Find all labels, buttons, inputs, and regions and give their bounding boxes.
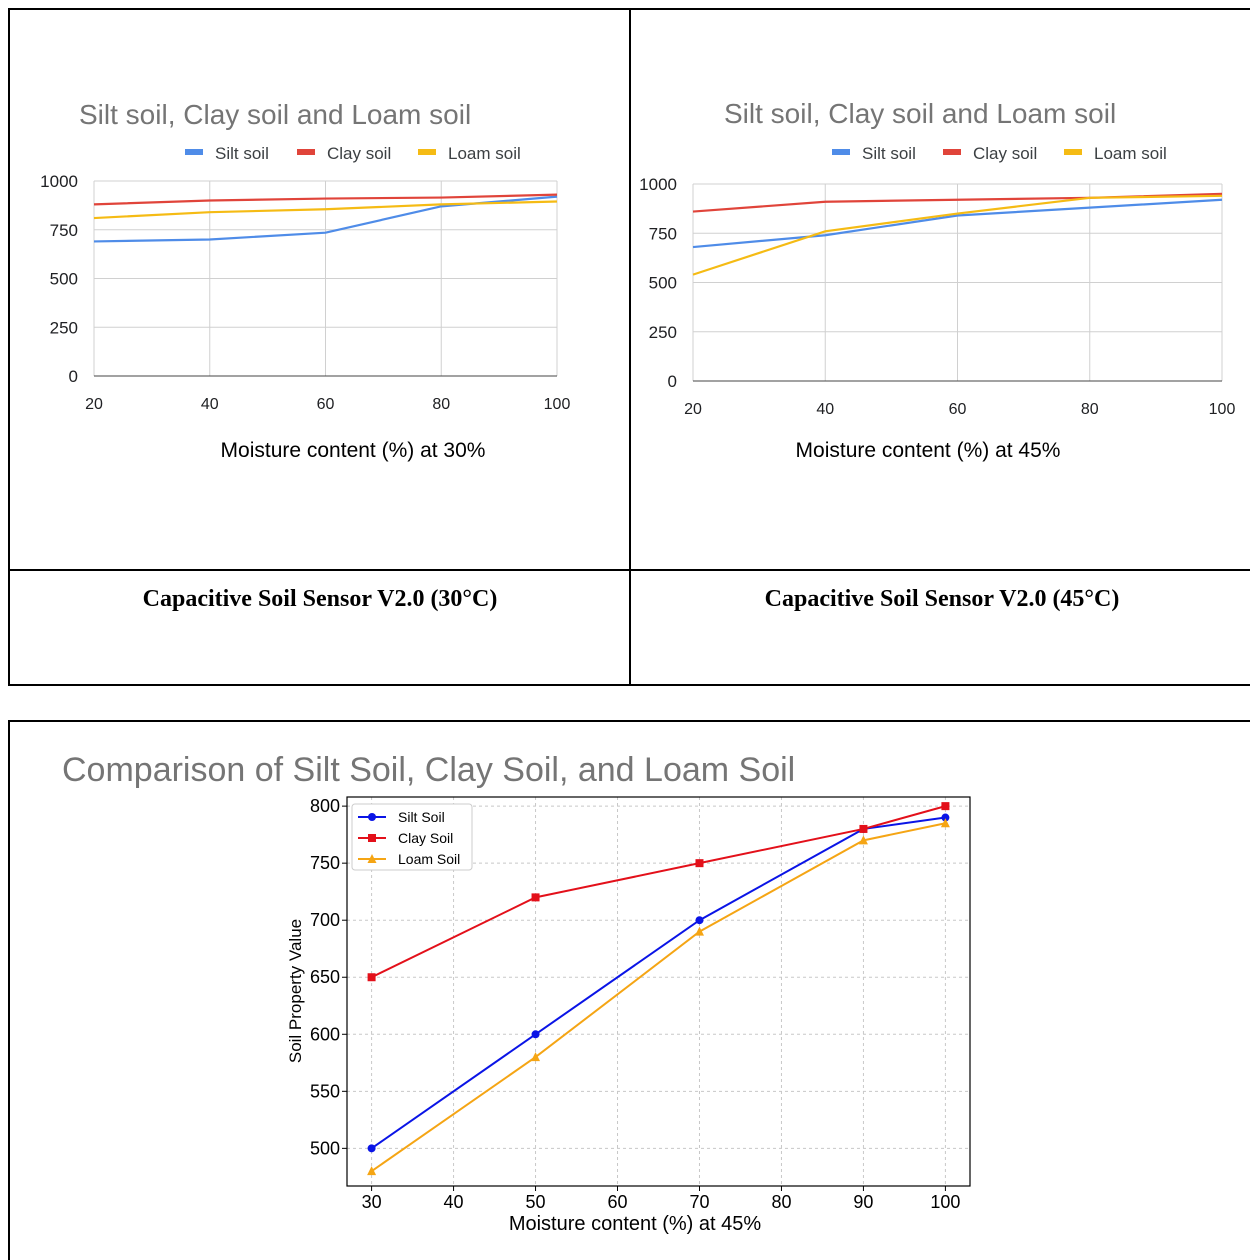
x-tick-label: 40	[816, 401, 834, 418]
legend-label: Silt Soil	[398, 809, 445, 825]
legend-marker	[368, 834, 376, 842]
x-tick-label: 100	[930, 1192, 960, 1212]
data-point	[367, 973, 376, 982]
x-tick-label: 80	[1081, 401, 1099, 418]
data-point	[941, 802, 950, 811]
x-tick-label: 60	[317, 396, 335, 413]
legend-swatch	[185, 149, 203, 155]
data-point	[858, 835, 868, 845]
legend-label: Clay soil	[327, 144, 391, 163]
y-tick-label: 1000	[639, 175, 677, 194]
data-point	[695, 916, 704, 925]
x-tick-label: 40	[201, 396, 219, 413]
x-axis-label: Moisture content (%) at 45%	[796, 439, 1061, 462]
x-tick-label: 50	[526, 1192, 546, 1212]
y-axis-label: Soil Property Value	[286, 919, 305, 1063]
x-tick-label: 20	[85, 396, 103, 413]
x-axis-label: Moisture content (%) at 30%	[221, 439, 486, 462]
x-tick-label: 30	[362, 1192, 382, 1212]
data-point	[940, 818, 950, 828]
legend-swatch	[418, 149, 436, 155]
x-tick-label: 80	[771, 1192, 791, 1212]
data-point	[695, 859, 704, 868]
data-point	[531, 1030, 540, 1039]
y-tick-label: 650	[310, 967, 340, 987]
legend-marker	[368, 813, 376, 821]
x-tick-label: 100	[1209, 401, 1236, 418]
series-line	[93, 193, 558, 206]
x-tick-label: 60	[949, 401, 967, 418]
data-point	[941, 813, 950, 822]
data-point	[531, 1052, 541, 1062]
y-tick-label: 500	[649, 274, 677, 293]
legend-swatch	[1064, 149, 1082, 155]
legend-marker	[367, 854, 377, 863]
x-tick-label: 90	[853, 1192, 873, 1212]
series-line	[93, 200, 558, 220]
series-line	[692, 194, 1223, 276]
chart-title: Silt soil, Clay soil and Loam soil	[724, 98, 1116, 129]
x-tick-label: 20	[684, 401, 702, 418]
x-axis-label: Moisture content (%) at 45%	[509, 1213, 762, 1235]
chart-title: Silt soil, Clay soil and Loam soil	[79, 99, 471, 130]
y-tick-label: 750	[50, 221, 78, 240]
x-tick-label: 80	[432, 396, 450, 413]
legend-label: Loam Soil	[398, 851, 460, 867]
y-tick-label: 750	[649, 224, 677, 243]
x-tick-label: 40	[444, 1192, 464, 1212]
y-tick-label: 550	[310, 1081, 340, 1101]
y-tick-label: 600	[310, 1024, 340, 1044]
legend-swatch	[943, 149, 961, 155]
legend-box	[351, 803, 473, 871]
x-tick-label: 100	[544, 396, 571, 413]
caption-left: Capacitive Soil Sensor V2.0 (30°C)	[142, 586, 498, 612]
y-tick-label: 0	[69, 367, 78, 386]
legend-label: Loam soil	[1094, 144, 1167, 163]
bottom-panel-frame	[8, 720, 1250, 1260]
y-tick-label: 0	[668, 372, 677, 391]
y-tick-label: 750	[310, 853, 340, 873]
x-tick-label: 60	[607, 1192, 627, 1212]
y-tick-label: 250	[50, 318, 78, 337]
data-point	[531, 893, 540, 902]
legend-label: Clay Soil	[398, 830, 453, 846]
y-tick-label: 800	[310, 796, 340, 816]
x-tick-label: 70	[689, 1192, 709, 1212]
panel-divider-horizontal	[8, 569, 1250, 571]
series-line	[371, 822, 946, 1172]
data-point	[694, 926, 704, 936]
y-tick-label: 500	[50, 270, 78, 289]
series-line	[692, 198, 1223, 249]
legend-label: Silt soil	[215, 144, 269, 163]
y-tick-label: 500	[310, 1138, 340, 1158]
data-point	[859, 824, 868, 833]
plot-frame	[346, 796, 971, 1187]
y-tick-label: 250	[649, 323, 677, 342]
legend-swatch	[832, 149, 850, 155]
legend-label: Loam soil	[448, 144, 521, 163]
chart-title: Comparison of Silt Soil, Clay Soil, and …	[62, 751, 795, 789]
data-point	[367, 1144, 376, 1153]
caption-right: Capacitive Soil Sensor V2.0 (45°C)	[764, 586, 1120, 612]
data-point	[367, 1166, 377, 1176]
legend-label: Clay soil	[973, 144, 1037, 163]
legend-swatch	[297, 149, 315, 155]
y-tick-label: 1000	[40, 172, 78, 191]
y-tick-label: 700	[310, 910, 340, 930]
panel-divider-vertical	[629, 8, 631, 686]
legend-label: Silt soil	[862, 144, 916, 163]
